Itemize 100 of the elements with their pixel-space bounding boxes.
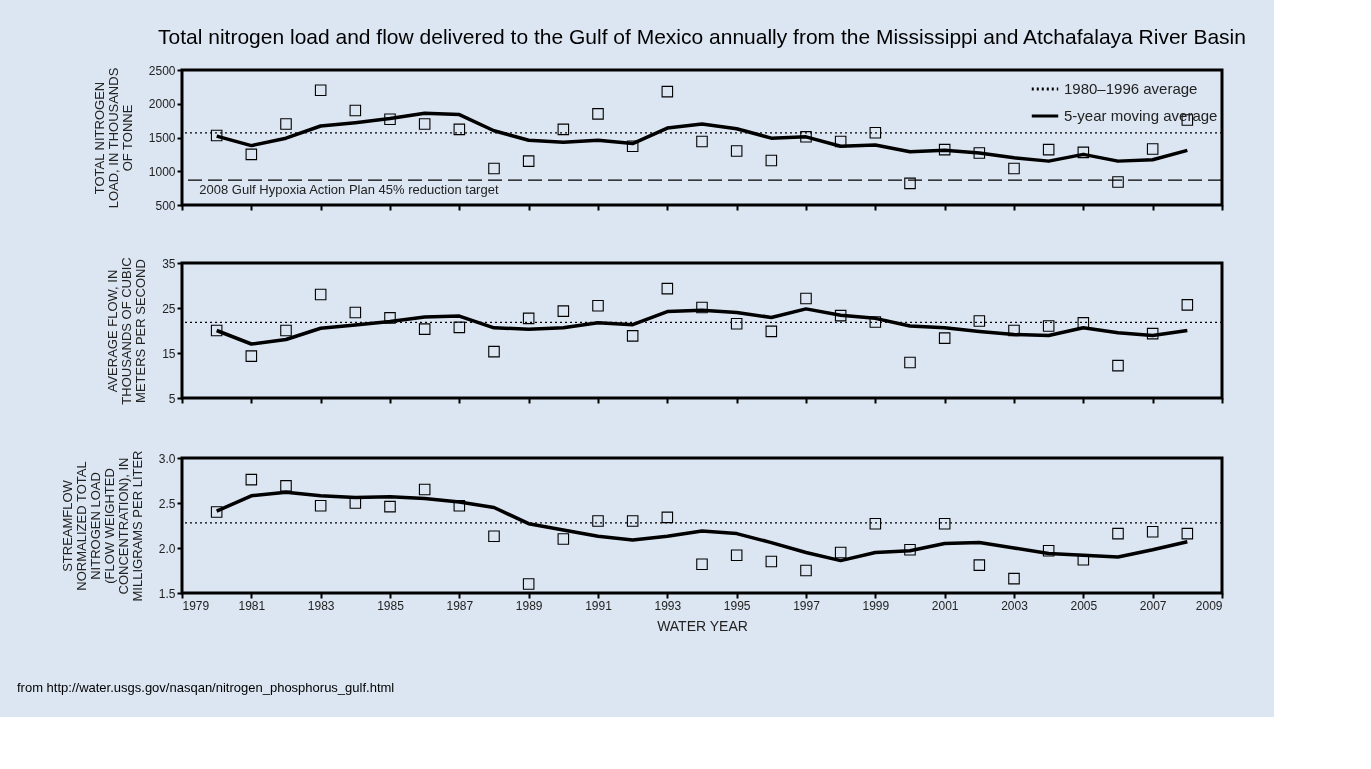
point (314, 499, 327, 512)
x-tick-label: 1995 (723, 598, 751, 613)
x-tick-label: 1979 (182, 598, 210, 613)
point (1042, 544, 1055, 557)
point (1077, 146, 1090, 159)
point (453, 321, 466, 334)
point (661, 282, 674, 295)
point (314, 288, 327, 301)
legend-label: 1980–1996 average (1064, 80, 1198, 97)
point (1112, 527, 1124, 540)
point (938, 143, 951, 156)
point (1008, 162, 1020, 175)
point (522, 578, 535, 590)
point (1042, 320, 1055, 332)
point (1146, 143, 1159, 155)
y-tick-label: 2.0 (158, 541, 176, 556)
point (349, 104, 362, 117)
point (592, 108, 604, 120)
point (626, 515, 639, 527)
point (800, 292, 812, 305)
point (1112, 176, 1124, 188)
point (626, 330, 639, 342)
x-tick-label: 1981 (238, 598, 266, 613)
y-axis-title: STREAMFLOW NORMALIZED TOTAL NITROGEN LOAD (FLOW WEIGHTED CONCENTRATION), IN MILLIGRAMS PER LITER (59, 450, 145, 602)
legend-label: 5-year moving average (1064, 107, 1218, 124)
point (384, 312, 396, 324)
x-tick-label: 1999 (862, 598, 890, 613)
point (904, 356, 916, 369)
x-tick-label: 1989 (515, 598, 543, 613)
point (765, 154, 778, 167)
point (869, 517, 882, 530)
x-tick-label: 1983 (307, 598, 335, 613)
x-tick-label: 2007 (1139, 598, 1167, 613)
point (904, 177, 916, 190)
point (453, 123, 466, 136)
point (245, 473, 258, 486)
point (904, 544, 916, 556)
point (800, 564, 812, 577)
y-tick-label: 1500 (148, 131, 176, 145)
y-axis-title: TOTAL NITROGEN LOAD, IN THOUSANDS OF TONNE (91, 67, 135, 209)
y-tick-label: 5 (168, 391, 176, 406)
y-tick-label: 35 (162, 256, 176, 271)
point (488, 530, 500, 543)
point (557, 305, 570, 317)
y-tick-label: 500 (155, 198, 176, 213)
point (488, 345, 500, 358)
y-tick-label: 1000 (148, 164, 176, 179)
point (384, 500, 396, 513)
x-tick-label: 1997 (793, 598, 821, 613)
point (488, 162, 500, 175)
x-tick-label: 1985 (377, 598, 405, 613)
x-tick-label: 2001 (931, 598, 959, 613)
x-tick-label: 2009 (1195, 598, 1223, 613)
x-tick-label: 2003 (1001, 598, 1029, 613)
point (696, 301, 708, 314)
x-tick-label: 1993 (654, 598, 682, 613)
point (973, 559, 986, 571)
point (1146, 526, 1159, 538)
x-tick-label: 1987 (446, 598, 474, 613)
point (210, 324, 223, 337)
point (1042, 143, 1055, 156)
point (1181, 299, 1194, 311)
point (730, 549, 743, 561)
point (522, 155, 535, 167)
point (418, 483, 431, 496)
point (314, 84, 327, 97)
point (730, 317, 743, 330)
point (557, 533, 570, 545)
point (453, 499, 466, 512)
point (592, 299, 604, 312)
point (280, 324, 292, 337)
point (938, 332, 951, 344)
y-axis-title: AVERAGE FLOW, IN THOUSANDS OF CUBIC METERS PER SECOND (105, 257, 149, 405)
point (280, 480, 292, 492)
annotation: 2008 Gulf Hypoxia Action Plan 45% reduction target (199, 182, 499, 198)
point (245, 148, 258, 161)
point (557, 123, 570, 136)
point (869, 316, 882, 328)
point (661, 511, 674, 524)
point (280, 118, 292, 130)
y-tick-label: 2000 (148, 97, 176, 112)
point (1112, 359, 1124, 372)
point (1146, 327, 1159, 340)
chart-title: Total nitrogen load and flow delivered to the Gulf of Mexico annually from the Mississippi and Atchafalaya River Basin (158, 25, 1246, 48)
point (418, 323, 431, 335)
point (800, 131, 812, 143)
point (973, 147, 986, 159)
y-tick-label: 3.0 (158, 451, 176, 466)
y-tick-label: 15 (162, 346, 176, 361)
point (522, 312, 535, 325)
point (245, 350, 258, 362)
point (1008, 572, 1020, 585)
point (938, 517, 951, 530)
point (384, 113, 396, 126)
point (696, 558, 708, 570)
point (349, 306, 362, 319)
x-tick-label: 1991 (585, 598, 613, 613)
text: from http://water.usgs.gov/nasqan/nitrogen_phosphorus_gulf.html (17, 680, 395, 695)
y-tick-label: 2500 (148, 63, 176, 78)
point (418, 118, 431, 130)
